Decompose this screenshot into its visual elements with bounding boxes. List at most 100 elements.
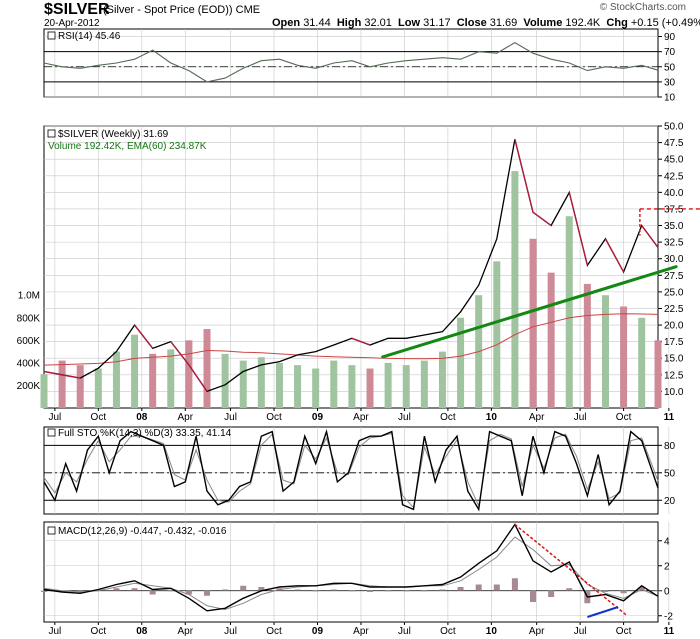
macd-histogram-bar bbox=[421, 590, 428, 592]
volume-bar bbox=[58, 360, 66, 408]
x-tick-label: Apr bbox=[177, 626, 193, 637]
stochastic-panel bbox=[43, 426, 659, 515]
support-trendline bbox=[381, 265, 678, 359]
x-tick-label: Oct bbox=[91, 412, 107, 423]
y-tick-label: 50.0 bbox=[664, 122, 684, 133]
y-tick-label: 4 bbox=[664, 536, 670, 547]
stochastic-legend: Full STO %K(14,3) %D(3) 33.35, 41.14 bbox=[47, 428, 232, 439]
x-tick-label: Jul bbox=[398, 412, 411, 423]
legend-text: Full STO %K(14,3) %D(3) 33.35, 41.14 bbox=[58, 428, 232, 439]
x-tick-label: Jul bbox=[48, 626, 61, 637]
volume-bar bbox=[257, 357, 265, 408]
price-down-segment bbox=[514, 139, 534, 213]
y-tick-label: 25.0 bbox=[664, 287, 684, 298]
volume-bar bbox=[239, 360, 247, 408]
x-tick-label: Jul bbox=[224, 412, 237, 423]
y-tick-label: 20 bbox=[664, 496, 676, 507]
y-tick-label: 2 bbox=[664, 561, 670, 572]
x-tick-label: 08 bbox=[136, 626, 148, 637]
price-legend: $SILVER (Weekly) 31.69 bbox=[47, 129, 169, 140]
legend-swatch bbox=[47, 526, 56, 535]
x-tick-label: Apr bbox=[529, 412, 545, 423]
volume-bar bbox=[348, 365, 356, 408]
macd-histogram-bar bbox=[530, 590, 537, 602]
y-tick-label: 40.0 bbox=[664, 188, 684, 199]
y-tick-label: 30 bbox=[664, 77, 676, 88]
macd-histogram-bar bbox=[566, 588, 573, 591]
volume-tick-label: 600K bbox=[17, 336, 41, 347]
y-tick-label: -2 bbox=[664, 611, 673, 622]
price-down-segment bbox=[188, 364, 208, 392]
symbol-title: $SILVER bbox=[44, 1, 110, 18]
macd-histogram-bar bbox=[240, 585, 247, 591]
x-tick-label: Oct bbox=[616, 626, 632, 637]
macd-x-axis: Jul Oct 08 Apr Jul Oct 09 Apr Jul Oct 10 Apr Jul Oct 1… bbox=[48, 622, 675, 637]
macd-panel bbox=[43, 521, 659, 623]
volume-bar bbox=[203, 329, 211, 408]
macd-histogram-bar bbox=[439, 589, 446, 591]
watermark: © StockCharts.com bbox=[599, 2, 686, 13]
x-tick-label: Oct bbox=[266, 626, 282, 637]
y-tick-label: 35.0 bbox=[664, 221, 684, 232]
x-tick-label: 09 bbox=[312, 626, 324, 637]
y-tick-label: 17.5 bbox=[664, 337, 684, 348]
volume-tick-label: 200K bbox=[17, 381, 41, 392]
macd-histogram-bar bbox=[149, 590, 156, 595]
instrument-name: (Silver - Spot Price (EOD)) CME bbox=[103, 4, 261, 16]
volume-bar bbox=[547, 272, 555, 408]
macd-histogram-bar bbox=[185, 590, 192, 595]
macd-histogram-bar bbox=[475, 584, 482, 591]
macd-histogram-bar bbox=[620, 590, 627, 594]
macd-histogram-bar bbox=[493, 584, 500, 591]
volume-bar bbox=[420, 360, 428, 408]
legend-text: RSI(14) 45.46 bbox=[58, 31, 121, 42]
macd-histogram-bar bbox=[385, 590, 392, 592]
volume-bar bbox=[620, 306, 628, 408]
y-tick-label: 12.5 bbox=[664, 370, 684, 381]
macd-histogram-bar bbox=[258, 587, 265, 591]
x-tick-label: Apr bbox=[353, 626, 369, 637]
price-down-segment bbox=[351, 337, 371, 346]
x-tick-label: 11 bbox=[664, 626, 675, 637]
y-tick-label: 45.0 bbox=[664, 155, 684, 166]
macd-legend: MACD(12,26,9) -0.447, -0.432, -0.016 bbox=[47, 526, 227, 537]
price-down-segment bbox=[641, 225, 659, 248]
x-tick-label: Oct bbox=[440, 412, 456, 423]
volume-bar bbox=[654, 340, 662, 408]
legend-swatch bbox=[47, 428, 56, 437]
y-tick-label: 80 bbox=[664, 441, 676, 452]
volume-bar bbox=[402, 365, 410, 408]
volume-bar bbox=[511, 171, 519, 408]
y-tick-label: 20.0 bbox=[664, 321, 684, 332]
volume-bar bbox=[131, 334, 139, 408]
legend-text: MACD(12,26,9) -0.447, -0.432, -0.016 bbox=[58, 526, 227, 537]
volume-tick-label: 1.0M bbox=[18, 291, 40, 302]
rsi-legend: RSI(14) 45.46 bbox=[47, 31, 121, 42]
volume-bar bbox=[149, 353, 157, 408]
macd-histogram-bar bbox=[330, 589, 337, 591]
macd-histogram-bar bbox=[113, 588, 120, 591]
x-tick-label: Apr bbox=[529, 626, 545, 637]
y-tick-label: 10 bbox=[664, 93, 676, 104]
legend-swatch bbox=[47, 31, 56, 40]
x-tick-label: Jul bbox=[574, 412, 587, 423]
price-down-segment bbox=[604, 238, 625, 273]
x-tick-label: Apr bbox=[177, 412, 193, 423]
volume-bar bbox=[493, 261, 501, 408]
volume-bar bbox=[94, 368, 102, 408]
volume-bar bbox=[275, 362, 283, 408]
x-tick-label: Jul bbox=[48, 412, 61, 423]
y-tick-label: 15.0 bbox=[664, 354, 684, 365]
volume-bar bbox=[366, 368, 374, 408]
stochastic-k-line bbox=[43, 428, 659, 512]
x-tick-label: 11 bbox=[664, 412, 675, 423]
macd-histogram-bar bbox=[131, 588, 138, 591]
volume-legend: Volume 192.42K, EMA(60) 234.87K bbox=[48, 141, 207, 152]
macd-histogram-bar bbox=[167, 590, 174, 592]
macd-histogram-bar bbox=[457, 587, 464, 591]
y-tick-label: 90 bbox=[664, 32, 676, 43]
legend-text: $SILVER (Weekly) 31.69 bbox=[58, 129, 169, 140]
volume-bar bbox=[76, 365, 84, 408]
quote-summary: Open 31.44 High 32.01 Low 31.17 Close 31… bbox=[272, 17, 700, 29]
macd-divergence-indicator-line bbox=[587, 606, 619, 618]
